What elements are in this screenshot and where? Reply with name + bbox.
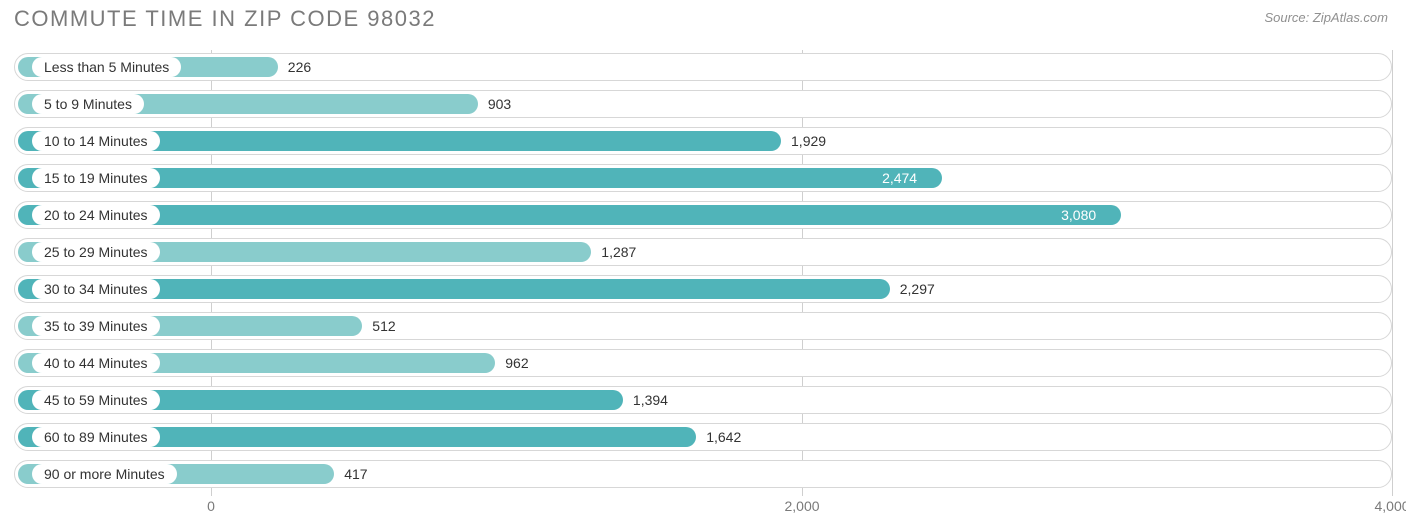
category-label: 40 to 44 Minutes	[32, 353, 160, 373]
chart-title: COMMUTE TIME IN ZIP CODE 98032	[14, 6, 436, 32]
bar-row: 30 to 34 Minutes 2,297	[14, 272, 1392, 306]
category-label: Less than 5 Minutes	[32, 57, 181, 77]
bar-fill	[18, 205, 1121, 225]
value-label: 1,642	[706, 427, 741, 447]
value-label: 903	[488, 94, 511, 114]
source-prefix: Source:	[1264, 10, 1312, 25]
value-label: 512	[372, 316, 395, 336]
x-axis-tick-label: 0	[207, 498, 215, 514]
value-label: 226	[288, 57, 311, 77]
value-label: 417	[344, 464, 367, 484]
category-label: 10 to 14 Minutes	[32, 131, 160, 151]
bar-row: Less than 5 Minutes 226	[14, 50, 1392, 84]
bar-row: 10 to 14 Minutes 1,929	[14, 124, 1392, 158]
x-axis-labels: 02,0004,000	[14, 498, 1392, 518]
value-label: 1,929	[791, 131, 826, 151]
value-label: 2,297	[900, 279, 935, 299]
bar-row: 45 to 59 Minutes 1,394	[14, 383, 1392, 417]
chart-container: COMMUTE TIME IN ZIP CODE 98032 Source: Z…	[0, 0, 1406, 522]
chart-plot-area: Less than 5 Minutes 226 5 to 9 Minutes 903 1…	[14, 50, 1392, 496]
value-label: 962	[505, 353, 528, 373]
bar-row: 15 to 19 Minutes 2,474	[14, 161, 1392, 195]
category-label: 20 to 24 Minutes	[32, 205, 160, 225]
category-label: 90 or more Minutes	[32, 464, 177, 484]
category-label: 35 to 39 Minutes	[32, 316, 160, 336]
value-label: 2,474	[882, 168, 917, 188]
category-label: 25 to 29 Minutes	[32, 242, 160, 262]
category-label: 30 to 34 Minutes	[32, 279, 160, 299]
source-attribution: Source: ZipAtlas.com	[1264, 10, 1388, 25]
bar-row: 25 to 29 Minutes 1,287	[14, 235, 1392, 269]
source-name: ZipAtlas.com	[1313, 10, 1388, 25]
bar-row: 5 to 9 Minutes 903	[14, 87, 1392, 121]
category-label: 45 to 59 Minutes	[32, 390, 160, 410]
bar-row: 40 to 44 Minutes 962	[14, 346, 1392, 380]
category-label: 5 to 9 Minutes	[32, 94, 144, 114]
value-label: 1,287	[601, 242, 636, 262]
x-axis-tick-label: 4,000	[1374, 498, 1406, 514]
bar-row: 20 to 24 Minutes 3,080	[14, 198, 1392, 232]
value-label: 3,080	[1061, 205, 1096, 225]
bar-row: 35 to 39 Minutes 512	[14, 309, 1392, 343]
bar-row: 60 to 89 Minutes 1,642	[14, 420, 1392, 454]
gridline	[1392, 50, 1393, 496]
bar-row: 90 or more Minutes 417	[14, 457, 1392, 491]
value-label: 1,394	[633, 390, 668, 410]
category-label: 15 to 19 Minutes	[32, 168, 160, 188]
category-label: 60 to 89 Minutes	[32, 427, 160, 447]
x-axis-tick-label: 2,000	[784, 498, 819, 514]
